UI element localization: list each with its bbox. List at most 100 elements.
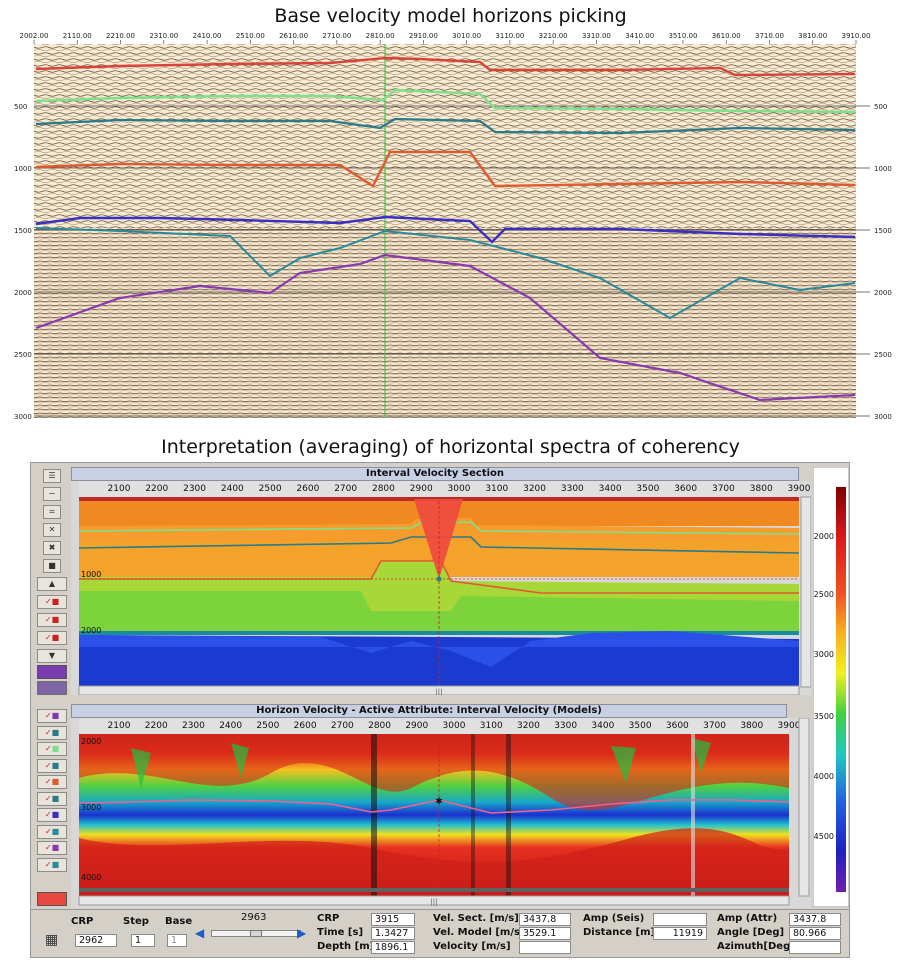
x-tick-label: 3300 (561, 484, 584, 494)
horizon-edit-icon[interactable]: ≃ (43, 505, 61, 519)
seismic-y-tick-label-left: 3000 (14, 413, 32, 421)
distance-label: Distance [m] (583, 927, 656, 938)
upper-y-tick-label: 2000 (81, 626, 101, 635)
lower-horizon-toggle-icon[interactable]: ✓■ (37, 808, 67, 822)
lower-horizon-toggle-icon[interactable]: ✓■ (37, 791, 67, 806)
seismic-y-tick-label-left: 1500 (14, 227, 32, 235)
angle-value: 80.966 (789, 927, 841, 940)
step-input[interactable]: 1 (131, 934, 155, 947)
move-up-icon[interactable]: ▲ (37, 577, 67, 591)
velmodel-label: Vel. Model [m/s] (433, 927, 525, 938)
horizon-orange (35, 150, 856, 188)
layers-icon[interactable]: ☰ (43, 469, 61, 483)
red-color-swatch[interactable] (37, 892, 67, 906)
x-tick-label: 3400 (599, 484, 622, 494)
x-tick-label: 2500 (259, 484, 282, 494)
slider-right-arrow[interactable]: ▶ (297, 926, 307, 940)
x-tick-label: 2600 (296, 484, 319, 494)
crp-input[interactable]: 2962 (75, 934, 117, 947)
horizon-panel-title: Horizon Velocity - Active Attribute: Int… (71, 704, 787, 718)
seismic-y-tick-label-right: 3000 (874, 413, 892, 421)
move-down-icon[interactable]: ▼ (37, 649, 67, 663)
lower-h-scrollbar[interactable] (78, 895, 790, 906)
lower-horizon-toggle-icon[interactable]: ✓■ (37, 709, 67, 723)
velsect-label: Vel. Sect. [m/s] (433, 913, 519, 924)
seismic-horizons (35, 56, 856, 402)
top-figure-title: Base velocity model horizons picking (274, 5, 627, 27)
noise-band-4 (691, 734, 695, 896)
x-tick-label: 3200 (523, 484, 546, 494)
lower-horizon-toggle-icon[interactable]: ✓■ (37, 758, 67, 773)
seismic-x-tick-label: 2510.00 (236, 32, 265, 40)
velsect-value: 3437.8 (519, 913, 571, 926)
velmodel-value: 3529.1 (519, 927, 571, 940)
slider-left-arrow[interactable]: ◀ (195, 926, 205, 940)
upper-h-scrollbar[interactable] (78, 685, 800, 695)
colorbar-tick-label: 3000 (814, 650, 834, 659)
lower-horizon-toggle-icon[interactable]: ✓■ (37, 725, 67, 740)
seismic-y-tick-label-right: 2000 (874, 289, 892, 297)
crp-slider-thumb[interactable] (250, 930, 262, 937)
seismic-x-tick-label: 3210.00 (539, 32, 568, 40)
seismic-y-ticks: 500 500 1000 1000 1500 1500 2000 2000 2500 2500 30… (14, 103, 892, 421)
lower-horizon-toggle-icon[interactable]: ✓■ (37, 824, 67, 839)
x-tick-label: 3900 (778, 721, 801, 731)
upper-v-scrollbar[interactable] (800, 496, 811, 688)
horizon-toggle-1-icon[interactable]: ✓■ (37, 595, 67, 609)
ampattr-value: 3437.8 (789, 913, 841, 926)
picked-velocity-curve[interactable] (78, 799, 790, 814)
delete-icon[interactable]: ✕ (43, 523, 61, 537)
horizon-toggle-2-icon[interactable]: ✓■ (37, 613, 67, 627)
depth-value: 1896.1 (371, 941, 415, 954)
seismic-y-tick-label-left: 500 (14, 103, 27, 111)
x-tick-label: 2100 (108, 721, 131, 731)
lower-pick-marker[interactable]: ✱ (435, 797, 443, 807)
seismic-y-tick-label-right: 500 (874, 103, 887, 111)
x-tick-label: 2300 (183, 484, 206, 494)
velocity-value (519, 941, 571, 954)
x-tick-label: 3300 (554, 721, 577, 731)
seismic-x-tick-label: 3110.00 (495, 32, 524, 40)
x-tick-label: 3700 (712, 484, 735, 494)
active-color-swatch[interactable] (37, 665, 67, 679)
horizon-red-top (35, 56, 856, 77)
crp-slider[interactable] (211, 930, 301, 937)
upper-h-scroll-grip[interactable]: ||| (435, 688, 442, 695)
x-tick-label: 3800 (750, 484, 773, 494)
x-tick-label: 3400 (591, 721, 614, 731)
base-label: Base (165, 916, 193, 927)
lower-h-scroll-grip[interactable]: ||| (430, 898, 437, 906)
colorbar-tick-label: 2000 (814, 532, 834, 541)
x-tick-label: 3500 (636, 484, 659, 494)
x-tick-label: 2800 (372, 484, 395, 494)
interval-velocity-section[interactable]: 2100 2200 2300 2400 2500 2600 2700 2800 2900 3000… (71, 481, 811, 695)
x-axis-strip (79, 718, 789, 734)
lower-horizon-toggle-icon[interactable]: ✓■ (37, 775, 67, 789)
azimuth-label: Azimuth[Deg] (717, 941, 795, 952)
lower-horizon-toggle-icon[interactable]: ✓■ (37, 857, 67, 872)
base-input[interactable]: 1 (167, 934, 187, 947)
left-toolbar: ☰ ∽ ≃ ✕ ✖ ■ ▲ ✓■ ✓■ ✓■ ▼ ✓■ ✓■ ✓■ ✓■ ✓■ ✓■ ✓■ ✓… (35, 467, 71, 907)
horizon-pick-icon[interactable]: ∽ (43, 487, 61, 501)
upper-y-tick-label: 1000 (81, 570, 101, 579)
crp2-label: CRP (317, 913, 340, 924)
crp2-value: 3915 (371, 913, 415, 926)
x-tick-label: 2700 (334, 484, 357, 494)
x-tick-label: 2700 (331, 721, 354, 731)
seismic-x-tick-label: 3010.00 (452, 32, 481, 40)
x-tick-label: 2500 (256, 721, 279, 731)
horizon-toggle-3-icon[interactable]: ✓■ (37, 631, 67, 645)
lower-horizon-toggle-icon[interactable]: ✓■ (37, 742, 67, 756)
lower-horizon-toggle-icon[interactable]: ✓■ (37, 841, 67, 855)
pattern-swatch[interactable] (37, 681, 67, 695)
lower-v-scrollbar[interactable] (798, 718, 810, 897)
upper-pick-point[interactable] (436, 576, 442, 582)
palette-icon[interactable]: ■ (43, 559, 61, 573)
noise-band-2 (471, 734, 475, 896)
seismic-x-tick-label: 2210.00 (106, 32, 135, 40)
seismic-x-tick-label: 3910.00 (842, 32, 871, 40)
delete-all-icon[interactable]: ✖ (43, 541, 61, 555)
grid-icon[interactable]: ▦ (45, 932, 59, 948)
horizon-velocity-section[interactable]: 2100 2200 2300 2400 2500 2600 2700 2800 2900 3000… (71, 718, 811, 908)
x-tick-label: 2400 (219, 721, 242, 731)
